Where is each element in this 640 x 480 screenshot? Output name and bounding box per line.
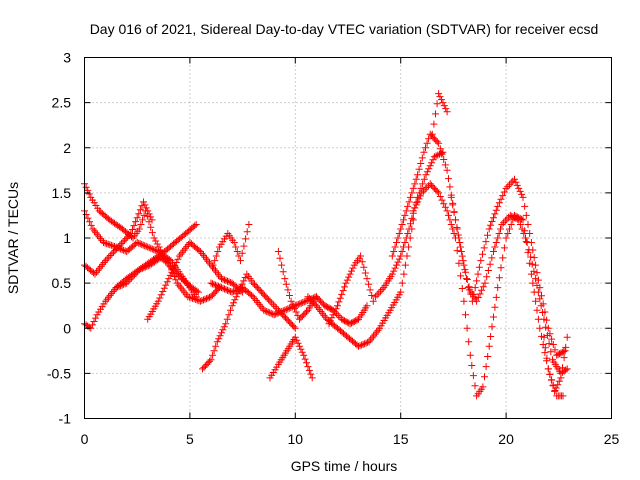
y-tick-label: 2.5 (52, 95, 72, 111)
series-sat-m (325, 252, 377, 328)
y-tick-label: 2 (63, 140, 71, 156)
series-sat-g (199, 270, 299, 373)
x-tick-label: 5 (186, 431, 194, 447)
series-sat-e (112, 254, 223, 305)
series-sat-h (209, 221, 253, 269)
x-tick-label: 10 (288, 431, 304, 447)
series-sat-j (266, 333, 316, 382)
grid-lines (84, 57, 612, 419)
x-tick-label: 15 (393, 431, 409, 447)
y-axis-label: SDTVAR / TECUs (5, 182, 21, 294)
series-sat-p (428, 90, 451, 138)
y-ticks: -1 -0.5 0 0.5 1 1.5 2 2.5 3 (47, 50, 612, 427)
y-tick-label: 3 (63, 50, 71, 66)
series-sat-r (447, 193, 571, 377)
data-series (81, 90, 571, 400)
series-sat-n (371, 148, 447, 301)
y-tick-label: 1.5 (52, 185, 72, 201)
plot-frame (84, 57, 612, 419)
x-tick-label: 20 (498, 431, 514, 447)
series-sat-k (274, 248, 371, 328)
y-tick-label: 1 (63, 230, 71, 246)
x-ticks: 0 5 10 15 20 25 (81, 57, 620, 447)
x-tick-label: 25 (604, 431, 620, 447)
y-tick-label: 0 (63, 320, 71, 336)
series-sat-s (540, 333, 571, 395)
chart-title: Day 016 of 2021, Sidereal Day-to-day VTE… (90, 21, 599, 37)
series-sat-i (207, 279, 320, 319)
y-tick-label: 0.5 (52, 275, 72, 291)
series-sat-o (388, 130, 569, 359)
x-axis-label: GPS time / hours (291, 458, 398, 474)
x-tick-label: 0 (81, 431, 89, 447)
y-tick-label: -0.5 (47, 365, 71, 381)
y-tick-label: -1 (59, 411, 72, 427)
series-sat-q (409, 180, 567, 400)
